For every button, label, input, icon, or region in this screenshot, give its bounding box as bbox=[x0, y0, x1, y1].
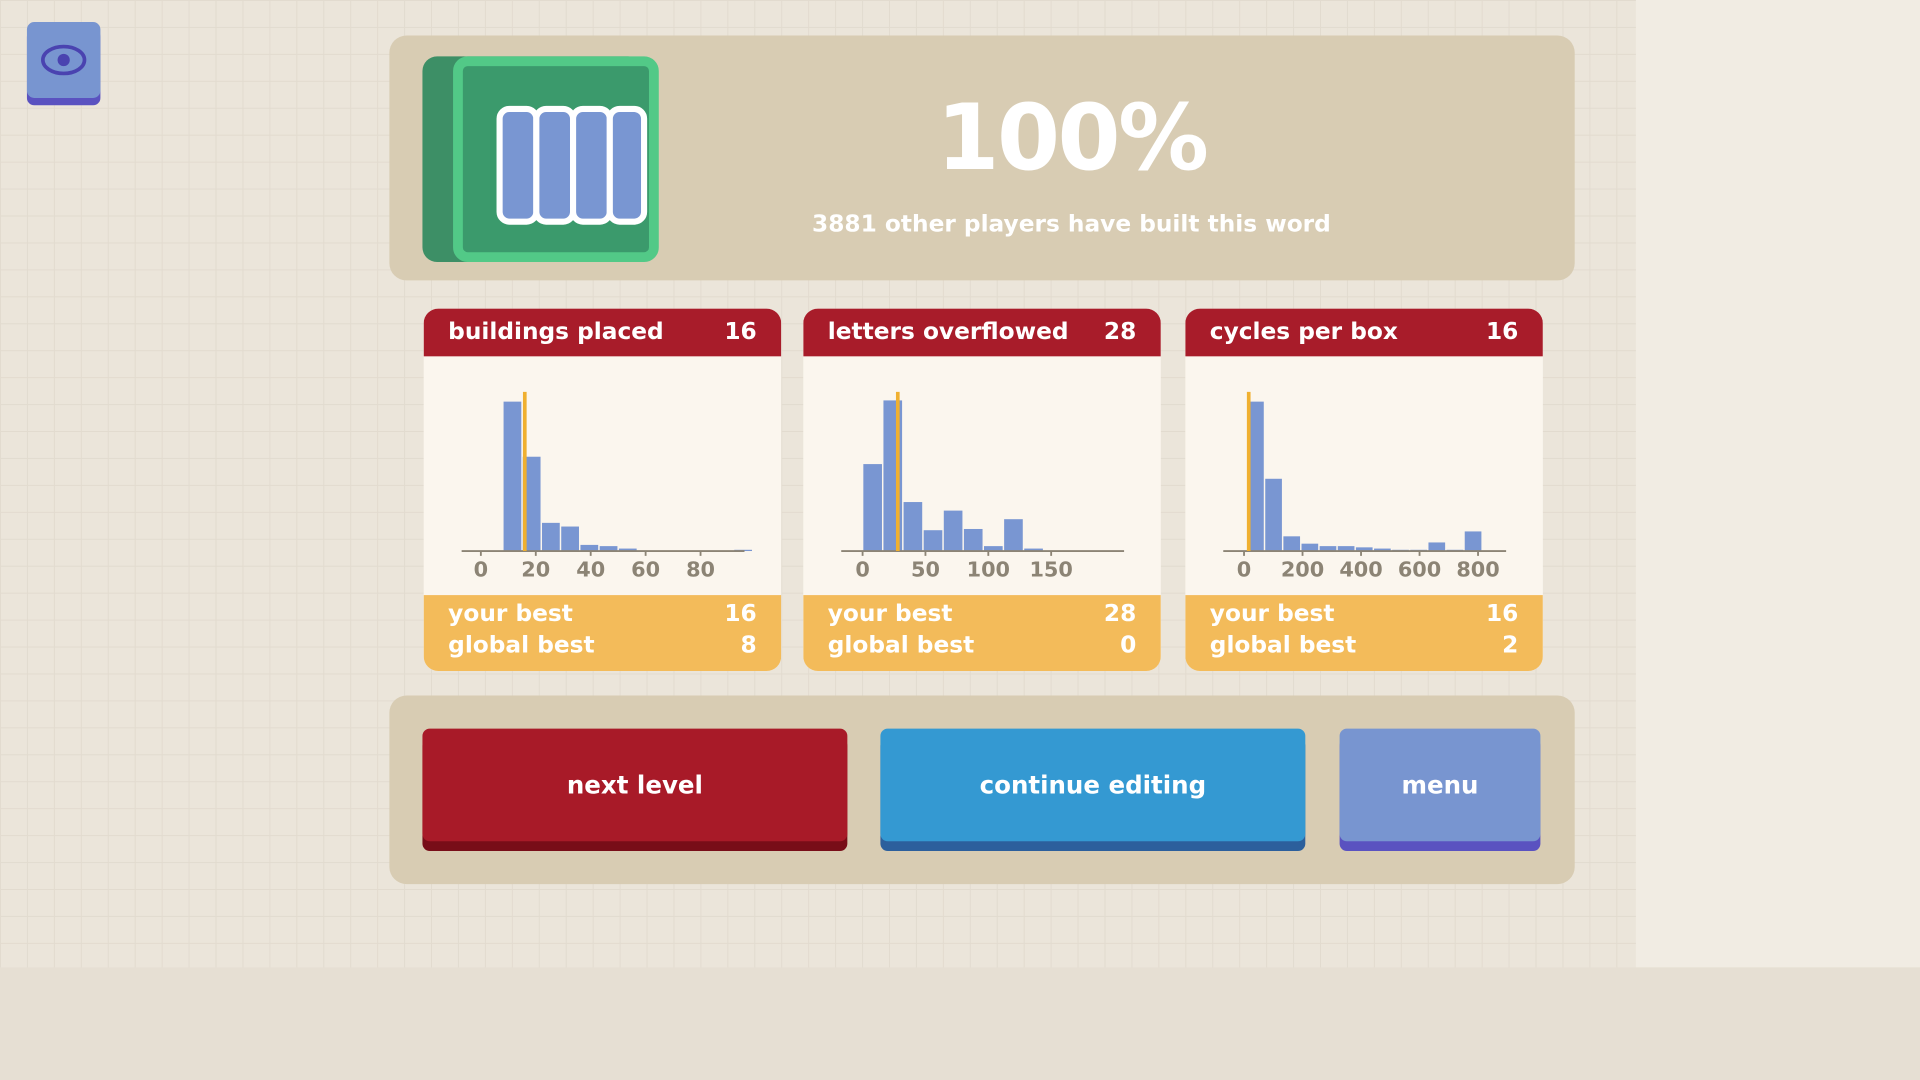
x-tick-label: 80 bbox=[686, 558, 715, 582]
x-tick-label: 100 bbox=[967, 558, 1010, 582]
x-tick-label: 150 bbox=[1029, 558, 1072, 582]
x-tick-label: 50 bbox=[911, 558, 940, 582]
card-header: cycles per box 16 bbox=[1185, 308, 1543, 357]
card-header: buildings placed 16 bbox=[423, 308, 782, 357]
your-best-value: 16 bbox=[724, 600, 757, 627]
bar bbox=[903, 502, 923, 552]
x-tick-label: 200 bbox=[1281, 558, 1324, 582]
card-footer: your best 28 global best 0 bbox=[803, 595, 1161, 672]
histogram: 0 20 40 60 80 bbox=[461, 391, 752, 582]
your-best-value: 28 bbox=[1103, 600, 1137, 627]
card-header: letters overflowed 28 bbox=[803, 308, 1161, 357]
your-best-label: your best bbox=[827, 600, 953, 627]
word-glyph bbox=[496, 105, 648, 225]
bar bbox=[1374, 548, 1391, 552]
bar bbox=[1319, 546, 1337, 552]
x-tick-label: 400 bbox=[1339, 558, 1382, 582]
completion-percent: 100% bbox=[936, 85, 1209, 192]
your-best-label: your best bbox=[448, 600, 573, 627]
x-tick-label: 800 bbox=[1456, 558, 1499, 582]
x-tick-label: 0 bbox=[855, 558, 869, 582]
eye-icon bbox=[41, 44, 87, 76]
x-tick-label: 60 bbox=[631, 558, 660, 582]
stat-value: 16 bbox=[1485, 318, 1519, 346]
bar bbox=[984, 546, 1003, 552]
bar bbox=[618, 548, 637, 552]
histogram: 0 200 400 600 800 bbox=[1223, 391, 1507, 582]
bar bbox=[1464, 531, 1482, 552]
bar bbox=[1247, 401, 1264, 552]
bar bbox=[923, 530, 943, 552]
bar bbox=[963, 528, 983, 552]
global-best-label: global best bbox=[827, 631, 975, 659]
bar bbox=[1301, 543, 1319, 552]
global-best-label: global best bbox=[448, 631, 595, 659]
x-tick-label: 0 bbox=[474, 558, 488, 582]
stat-card: cycles per box 16 your best 16 global best 2 0… bbox=[1185, 308, 1543, 672]
bar bbox=[1004, 519, 1023, 552]
x-tick-label: 20 bbox=[521, 558, 550, 582]
bar bbox=[503, 401, 522, 552]
stat-card: letters overflowed 28 your best 28 global be… bbox=[803, 308, 1161, 672]
view-toggle[interactable] bbox=[26, 22, 101, 98]
global-best-value: 2 bbox=[1502, 631, 1519, 659]
x-tick-label: 600 bbox=[1398, 558, 1441, 582]
stat-title: letters overflowed bbox=[827, 318, 1069, 346]
bar bbox=[1355, 547, 1373, 552]
stat-value: 16 bbox=[724, 318, 757, 346]
next-level-button[interactable]: next level bbox=[422, 728, 848, 842]
side-area bbox=[1635, 0, 1920, 1080]
global-best-value: 8 bbox=[740, 631, 757, 659]
continue-editing-button[interactable]: continue editing bbox=[880, 728, 1306, 842]
stat-title: buildings placed bbox=[448, 318, 664, 346]
stat-card: buildings placed 16 your best 16 global best… bbox=[423, 308, 782, 672]
bar bbox=[522, 456, 541, 552]
word-icon bbox=[453, 56, 659, 263]
global-best-label: global best bbox=[1209, 631, 1357, 659]
bar bbox=[542, 522, 560, 552]
bar bbox=[1428, 542, 1446, 552]
bar bbox=[580, 544, 599, 552]
bar bbox=[1337, 546, 1355, 552]
bar bbox=[863, 464, 882, 552]
card-footer: your best 16 global best 8 bbox=[423, 595, 782, 672]
global-best-value: 0 bbox=[1120, 631, 1137, 659]
players-note: 3881 other players have built this word bbox=[812, 210, 1331, 238]
stat-value: 28 bbox=[1103, 318, 1137, 346]
bar bbox=[1024, 548, 1043, 552]
menu-button[interactable]: menu bbox=[1339, 728, 1541, 842]
stat-title: cycles per box bbox=[1209, 318, 1398, 346]
bar bbox=[1283, 536, 1301, 552]
x-tick-label: 40 bbox=[576, 558, 605, 582]
your-best-label: your best bbox=[1209, 600, 1335, 627]
card-footer: your best 16 global best 2 bbox=[1185, 595, 1543, 672]
bar bbox=[1265, 478, 1282, 552]
your-best-value: 16 bbox=[1485, 600, 1519, 627]
x-tick-label: 0 bbox=[1237, 558, 1251, 582]
bar bbox=[599, 546, 618, 552]
ground bbox=[0, 967, 1920, 1080]
bar bbox=[943, 510, 963, 552]
bar bbox=[561, 526, 579, 552]
histogram: 0 50 100 150 bbox=[841, 391, 1125, 582]
